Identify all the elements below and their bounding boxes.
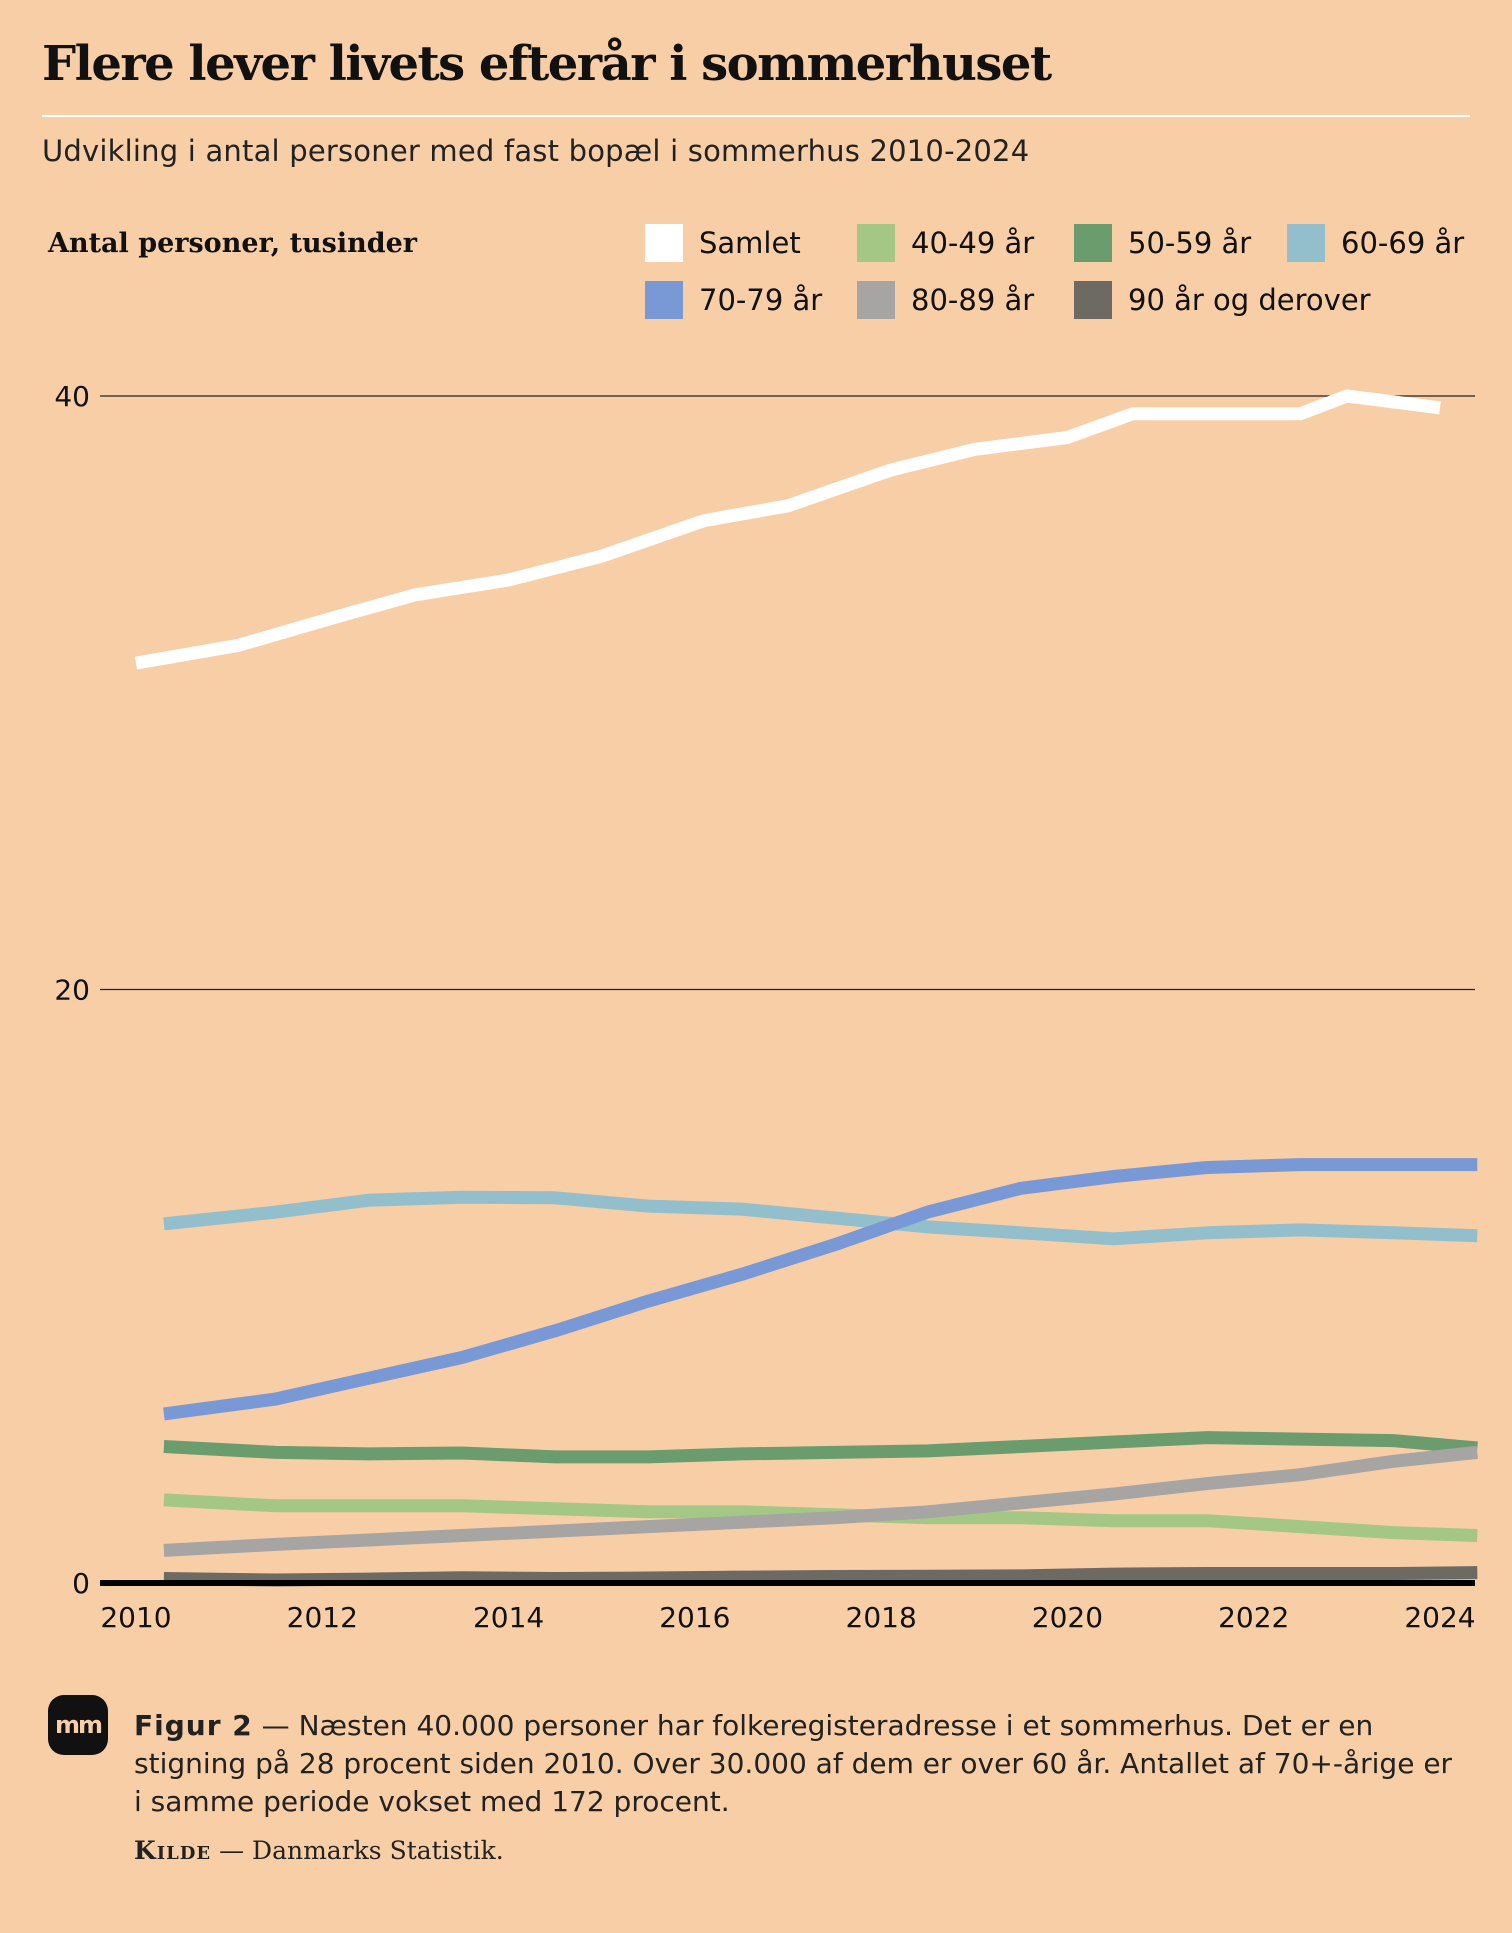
legend-item-80-89-r: 80-89 år — [857, 279, 1034, 321]
legend-swatch — [857, 281, 895, 319]
y-tick-label-40: 40 — [54, 380, 90, 413]
caption-text: Næsten 40.000 personer har folkeregister… — [134, 1709, 1453, 1818]
legend-item-90-r-og-derover: 90 år og derover — [1074, 279, 1371, 321]
chart-subtitle: Udvikling i antal personer med fast bopæ… — [42, 134, 1030, 168]
source-text: Danmarks Statistik. — [252, 1836, 504, 1865]
series-line-60-69-r — [163, 1190, 1478, 1246]
x-tick-label-2012: 2012 — [287, 1601, 358, 1634]
legend-item-40-49-r: 40-49 år — [857, 222, 1034, 264]
x-tick-label-2018: 2018 — [846, 1601, 917, 1634]
legend-label: 90 år og derover — [1128, 283, 1371, 317]
legend-swatch — [857, 224, 895, 262]
y-axis-unit-label: Antal personer, tusinder — [48, 228, 418, 259]
legend-swatch — [1074, 224, 1112, 262]
x-tick-label-2022: 2022 — [1218, 1601, 1289, 1634]
x-tick-label-2016: 2016 — [659, 1601, 730, 1634]
legend-label: 80-89 år — [911, 283, 1035, 317]
legend-swatch — [645, 224, 683, 262]
series-line-80-89-r — [163, 1445, 1478, 1557]
legend-item-70-79-r: 70-79 år — [645, 279, 822, 321]
legend-swatch — [645, 281, 683, 319]
legend-swatch — [1074, 281, 1112, 319]
series-line-samlet — [134, 389, 1441, 670]
x-tick-label-2014: 2014 — [473, 1601, 544, 1634]
legend-item-50-59-r: 50-59 år — [1074, 222, 1251, 264]
y-tick-label-0: 0 — [72, 1567, 90, 1600]
source-dash: — — [219, 1836, 253, 1865]
chart-title: Flere lever livets efterår i sommerhuset — [42, 36, 1052, 92]
legend-label: Samlet — [699, 226, 801, 260]
legend-label: 70-79 år — [699, 283, 823, 317]
series-line-90-r-og-derover — [163, 1566, 1478, 1587]
legend-swatch — [1287, 224, 1325, 262]
line-chart: 0 20 40 2010 2012 2014 2016 2018 2020 2022 2024 — [54, 380, 1478, 1634]
source-label: Kilde — [134, 1836, 212, 1865]
source-line: Kilde — Danmarks Statistik. — [134, 1836, 504, 1865]
series-line-50-59-r — [163, 1431, 1478, 1464]
legend-item-60-69-r: 60-69 år — [1287, 222, 1464, 264]
x-tick-label-2020: 2020 — [1032, 1601, 1103, 1634]
legend-label: 50-59 år — [1128, 226, 1252, 260]
legend-label: 40-49 år — [911, 226, 1035, 260]
legend-label: 60-69 år — [1341, 226, 1465, 260]
y-tick-label-20: 20 — [54, 974, 90, 1007]
series-line-70-79-r — [163, 1158, 1478, 1421]
title-divider — [42, 115, 1470, 117]
figure-caption: Figur 2 — Næsten 40.000 personer har fol… — [134, 1707, 1464, 1821]
x-tick-label-2010: 2010 — [100, 1601, 171, 1634]
publisher-logo: mm — [48, 1695, 108, 1755]
x-tick-label-2024: 2024 — [1404, 1601, 1475, 1634]
figure-label: Figur 2 — [134, 1709, 253, 1742]
caption-dash: — — [261, 1709, 299, 1742]
legend-item-samlet: Samlet — [645, 222, 801, 264]
